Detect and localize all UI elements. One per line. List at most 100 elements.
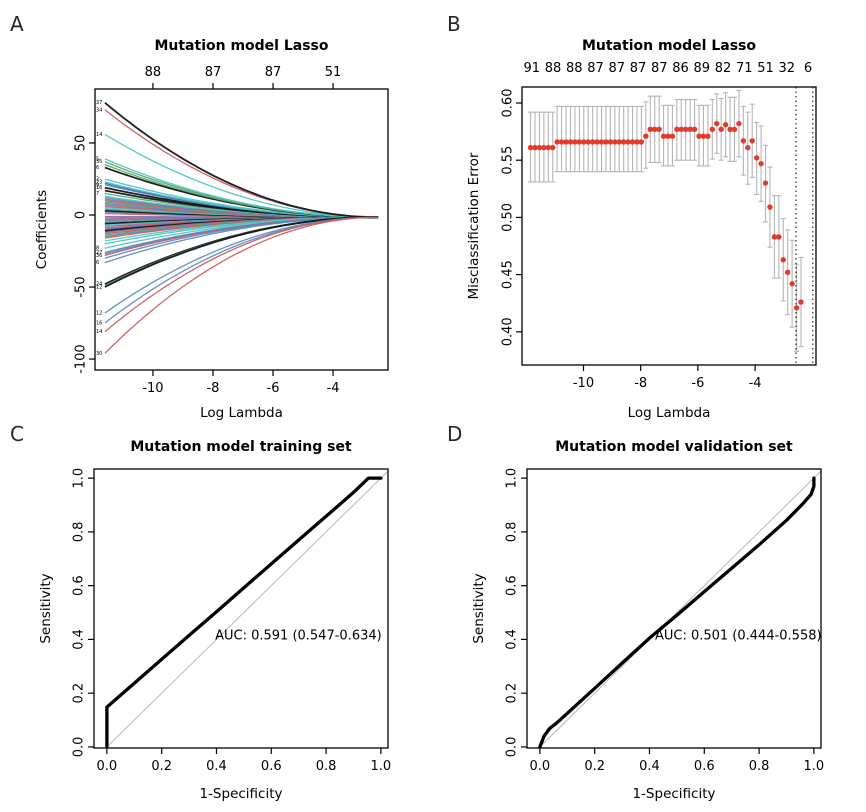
svg-text:16: 16 bbox=[96, 185, 102, 191]
svg-text:87: 87 bbox=[651, 61, 668, 76]
svg-text:0.8: 0.8 bbox=[72, 522, 87, 543]
svg-text:23: 23 bbox=[96, 179, 102, 185]
svg-text:6: 6 bbox=[804, 61, 812, 76]
svg-text:2: 2 bbox=[96, 177, 99, 183]
svg-text:-8: -8 bbox=[634, 376, 647, 391]
svg-text:0.2: 0.2 bbox=[505, 683, 520, 704]
svg-text:-6: -6 bbox=[691, 376, 704, 391]
svg-text:6: 6 bbox=[96, 260, 99, 266]
svg-text:1.0: 1.0 bbox=[505, 468, 520, 489]
svg-text:16: 16 bbox=[96, 321, 102, 327]
svg-text:-4: -4 bbox=[327, 381, 340, 396]
svg-text:86: 86 bbox=[672, 61, 689, 76]
cv-error-chart: -10 -8 -6 -4 0.40 0.45 0.50 0.55 0.60 91 88 88 87 87 8… bbox=[466, 38, 817, 421]
svg-text:Sensitivity: Sensitivity bbox=[38, 573, 54, 643]
svg-text:0.0: 0.0 bbox=[97, 759, 118, 774]
svg-text:27: 27 bbox=[96, 250, 102, 256]
svg-text:14: 14 bbox=[96, 132, 102, 138]
svg-text:87: 87 bbox=[265, 65, 282, 80]
svg-text:32: 32 bbox=[778, 61, 795, 76]
svg-text:87: 87 bbox=[205, 65, 222, 80]
svg-text:82: 82 bbox=[715, 61, 732, 76]
svg-text:24: 24 bbox=[96, 282, 102, 288]
svg-text:0.6: 0.6 bbox=[261, 759, 282, 774]
svg-text:7: 7 bbox=[96, 191, 99, 197]
svg-text:1-Specificity: 1-Specificity bbox=[199, 786, 282, 802]
svg-text:-4: -4 bbox=[749, 376, 762, 391]
svg-text:12: 12 bbox=[96, 310, 102, 316]
svg-text:0.4: 0.4 bbox=[206, 759, 227, 774]
svg-text:87: 87 bbox=[630, 61, 647, 76]
svg-text:0.6: 0.6 bbox=[505, 575, 520, 596]
svg-text:88: 88 bbox=[145, 65, 162, 80]
panel-A-lasso-coefficients: A 37 34 14 5 35 6 2 23 9 16 7 8 27 36 6 24 12 12 16 14 30 -10… bbox=[0, 0, 433, 432]
panel-label-B: B bbox=[447, 12, 461, 36]
svg-text:Sensitivity: Sensitivity bbox=[471, 573, 487, 643]
svg-text:51: 51 bbox=[757, 61, 774, 76]
svg-text:0.50: 0.50 bbox=[501, 203, 516, 232]
panel-label-C: C bbox=[10, 422, 24, 446]
svg-text:1.0: 1.0 bbox=[72, 468, 87, 489]
svg-text:0.40: 0.40 bbox=[501, 317, 516, 346]
svg-text:0.60: 0.60 bbox=[501, 89, 516, 118]
roc-validation-chart: AUC: 0.501 (0.444-0.558) 0.0 0.2 0.4 0.6 0.8 1… bbox=[471, 439, 825, 802]
svg-text:0.8: 0.8 bbox=[505, 522, 520, 543]
svg-text:Mutation model Lasso: Mutation model Lasso bbox=[154, 38, 328, 54]
svg-text:0.0: 0.0 bbox=[72, 737, 87, 758]
svg-text:30: 30 bbox=[96, 351, 102, 357]
svg-text:Mutation model training set: Mutation model training set bbox=[130, 439, 352, 455]
svg-text:0.2: 0.2 bbox=[72, 683, 87, 704]
svg-text:91: 91 bbox=[523, 61, 540, 76]
svg-text:1.0: 1.0 bbox=[371, 759, 392, 774]
svg-text:88: 88 bbox=[566, 61, 583, 76]
panel-D-roc-validation: D AUC: 0.501 (0.444-0.558) 0.0 0.2 0.4 0.6 0.… bbox=[433, 406, 866, 812]
svg-text:0.8: 0.8 bbox=[749, 759, 770, 774]
svg-text:Misclassification Error: Misclassification Error bbox=[466, 152, 482, 299]
svg-text:AUC: 0.501 (0.444-0.558): AUC: 0.501 (0.444-0.558) bbox=[655, 628, 822, 643]
svg-text:35: 35 bbox=[96, 159, 102, 165]
svg-text:87: 87 bbox=[608, 61, 625, 76]
svg-text:14: 14 bbox=[96, 329, 102, 335]
svg-text:0.4: 0.4 bbox=[72, 629, 87, 650]
svg-text:0.2: 0.2 bbox=[151, 759, 172, 774]
svg-text:AUC: 0.591 (0.547-0.634): AUC: 0.591 (0.547-0.634) bbox=[215, 628, 382, 643]
svg-text:51: 51 bbox=[325, 65, 342, 80]
svg-text:88: 88 bbox=[545, 61, 562, 76]
roc-training-chart: AUC: 0.591 (0.547-0.634) 0.0 0.2 0.4 0.6 0.8 1… bbox=[38, 439, 392, 802]
svg-text:5: 5 bbox=[96, 156, 99, 162]
svg-text:-8: -8 bbox=[206, 381, 219, 396]
svg-text:Mutation model validation set: Mutation model validation set bbox=[555, 439, 793, 455]
svg-text:9: 9 bbox=[96, 182, 99, 188]
svg-text:50: 50 bbox=[74, 135, 89, 152]
svg-text:71: 71 bbox=[736, 61, 753, 76]
panel-B-cv-misclassification: B -10 -8 -6 -4 0.40 0.45 0.50 0.55 0.60 91 88 88 87 8… bbox=[433, 0, 866, 432]
svg-text:-100: -100 bbox=[74, 344, 89, 374]
svg-text:8: 8 bbox=[96, 246, 99, 252]
svg-text:34: 34 bbox=[96, 107, 102, 113]
svg-text:0.45: 0.45 bbox=[501, 260, 516, 289]
svg-text:-10: -10 bbox=[142, 381, 163, 396]
svg-text:Coefficients: Coefficients bbox=[34, 190, 50, 269]
svg-text:6: 6 bbox=[96, 165, 99, 171]
svg-text:-6: -6 bbox=[267, 381, 280, 396]
panel-label-D: D bbox=[447, 422, 463, 446]
panel-C-roc-training: C AUC: 0.591 (0.547-0.634) 0.0 0.2 0.4 0.6 0.… bbox=[0, 406, 433, 812]
svg-text:Log Lambda: Log Lambda bbox=[628, 405, 711, 421]
svg-text:-50: -50 bbox=[74, 276, 89, 297]
svg-text:0.4: 0.4 bbox=[639, 759, 660, 774]
svg-text:Mutation model Lasso: Mutation model Lasso bbox=[582, 38, 756, 54]
svg-text:1-Specificity: 1-Specificity bbox=[632, 786, 715, 802]
svg-text:87: 87 bbox=[587, 61, 604, 76]
svg-text:0.55: 0.55 bbox=[501, 146, 516, 175]
svg-text:89: 89 bbox=[693, 61, 710, 76]
svg-text:0.4: 0.4 bbox=[505, 629, 520, 650]
svg-text:0.8: 0.8 bbox=[316, 759, 337, 774]
svg-text:0: 0 bbox=[74, 211, 89, 219]
svg-text:1.0: 1.0 bbox=[804, 759, 825, 774]
svg-text:37: 37 bbox=[96, 100, 102, 106]
panel-label-A: A bbox=[10, 12, 24, 36]
svg-text:Log Lambda: Log Lambda bbox=[200, 405, 283, 421]
svg-text:0.6: 0.6 bbox=[694, 759, 715, 774]
